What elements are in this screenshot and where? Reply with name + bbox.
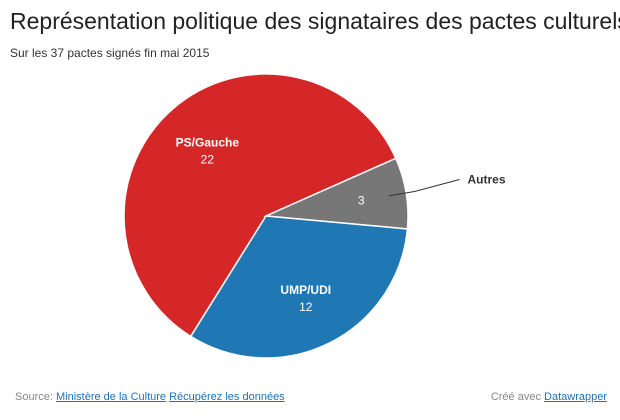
credit-prefix: Créé avec — [490, 391, 541, 403]
pie-labels: PS/Gauche 22 3 Autres UMP/UDI 12 — [176, 135, 506, 314]
source-link[interactable]: Ministère de la Culture — [55, 391, 167, 403]
pie-label-ump-udi: UMP/UDI — [280, 283, 331, 297]
pie-value-autres: 3 — [358, 193, 365, 207]
pie-value-ump-udi: 12 — [299, 300, 313, 314]
pie-leader-line-autres — [389, 179, 460, 197]
pie-label-ps-gauche: PS/Gauche — [176, 135, 240, 149]
download-data-link[interactable]: Récupérez les données — [169, 391, 285, 403]
pie-label-autres: Autres — [468, 173, 506, 187]
pie-slice-ps-gauche — [123, 73, 397, 338]
pie-value-ps-gauche: 22 — [201, 152, 215, 166]
datawrapper-link[interactable]: Datawrapper — [544, 391, 607, 403]
footer-credit: Créé avec Datawrapper — [491, 391, 607, 403]
footer-source: Source: Ministère de la Culture Récupére… — [15, 391, 285, 403]
chart-title: Représentation politique des signataires… — [10, 8, 620, 34]
pie-slice-ump-udi — [189, 215, 409, 359]
chart-subtitle: Sur les 37 pactes signés fin mai 2015 — [10, 46, 210, 60]
source-prefix: Source: — [15, 391, 53, 403]
pie-slices — [123, 73, 409, 359]
